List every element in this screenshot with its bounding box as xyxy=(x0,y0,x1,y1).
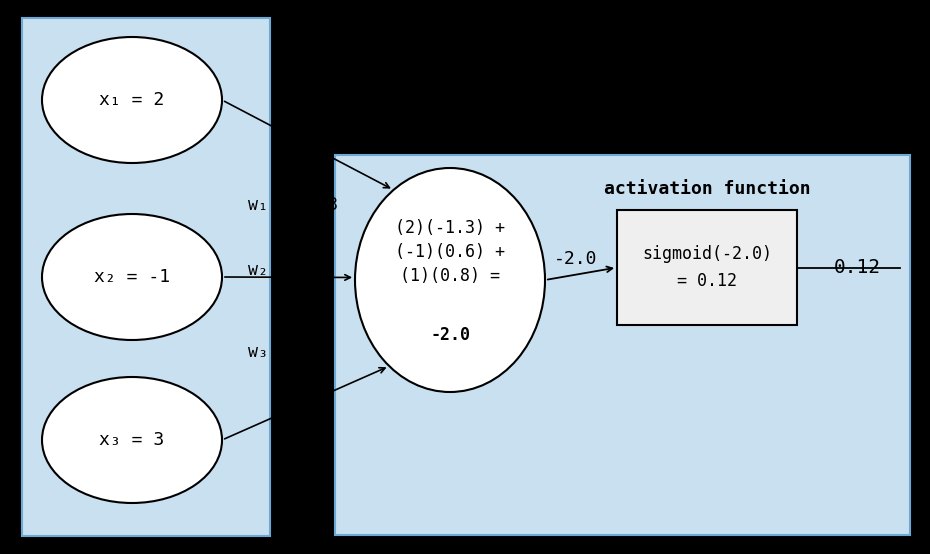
Text: -2.0: -2.0 xyxy=(554,250,598,268)
Ellipse shape xyxy=(42,214,222,340)
Text: w₃ = 0.4: w₃ = 0.4 xyxy=(248,343,328,361)
Text: w₂ = 0.6: w₂ = 0.6 xyxy=(248,261,328,279)
Text: x₂ = -1: x₂ = -1 xyxy=(94,268,170,286)
Text: x₁ = 2: x₁ = 2 xyxy=(100,91,165,109)
Text: sigmoid(-2.0)
= 0.12: sigmoid(-2.0) = 0.12 xyxy=(642,245,772,290)
Text: activation function: activation function xyxy=(604,180,810,198)
Text: (2)(-1.3) +
(-1)(0.6) +
(1)(0.8) =: (2)(-1.3) + (-1)(0.6) + (1)(0.8) = xyxy=(395,219,505,285)
Text: w₁ = -1.3: w₁ = -1.3 xyxy=(248,196,338,214)
Bar xyxy=(22,18,270,536)
Ellipse shape xyxy=(42,377,222,503)
Ellipse shape xyxy=(42,37,222,163)
Text: -2.0: -2.0 xyxy=(430,326,470,344)
Text: 0.12: 0.12 xyxy=(833,258,881,277)
Bar xyxy=(617,210,797,325)
Ellipse shape xyxy=(355,168,545,392)
Text: x₃ = 3: x₃ = 3 xyxy=(100,431,165,449)
Bar xyxy=(335,155,910,535)
